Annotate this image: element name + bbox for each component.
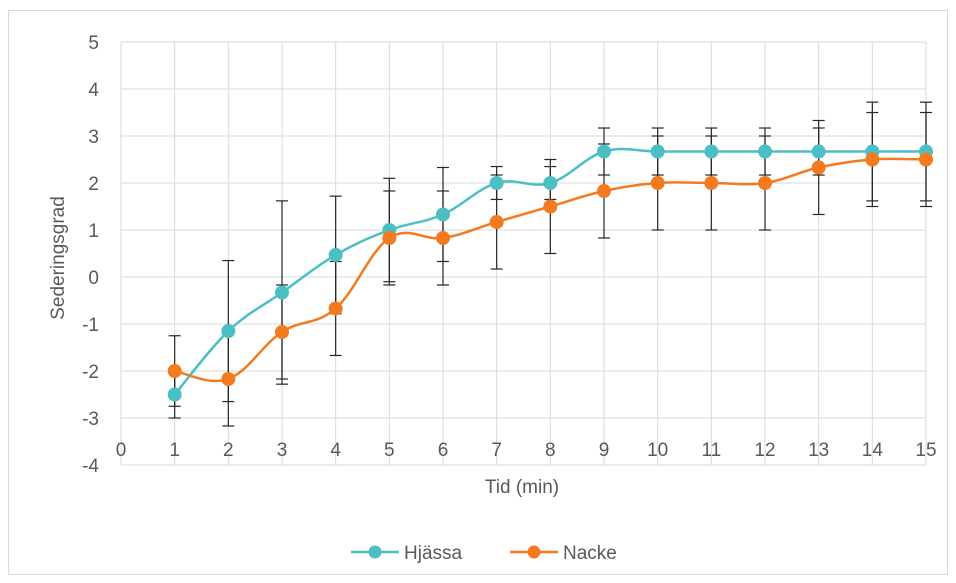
legend-swatch-marker	[527, 545, 541, 559]
series-1-data-point	[436, 230, 450, 245]
x-tick-label: 2	[223, 440, 234, 461]
x-tick-label: 13	[808, 440, 829, 461]
series-line-1	[174, 157, 927, 383]
series-1-data-point	[221, 371, 236, 386]
y-tick-label: 4	[88, 80, 99, 101]
y-tick-label: 2	[88, 174, 99, 195]
series-1-data-point	[382, 230, 397, 245]
y-tick-label: -3	[82, 409, 99, 430]
series-0-data-point	[704, 144, 719, 159]
series-0-data-point	[221, 324, 236, 339]
series-1-data-point	[919, 152, 933, 167]
series-0-data-point	[436, 207, 450, 222]
y-tick-label: 0	[88, 268, 99, 289]
legend: Hjässa Nacke	[351, 543, 617, 564]
x-tick-label: 11	[701, 440, 721, 461]
series-0-data-point	[167, 387, 182, 402]
series-0-data-point	[489, 176, 504, 190]
x-tick-label: 5	[384, 440, 395, 461]
series-0-data-point	[811, 144, 826, 159]
x-tick-label: 10	[647, 440, 668, 461]
x-tick-label: 1	[169, 440, 180, 461]
series-0-data-point	[275, 285, 289, 300]
series-0-data-point	[543, 176, 558, 190]
x-tick-label: 8	[545, 440, 556, 461]
x-tick-label: 7	[491, 440, 502, 461]
y-axis-tick-labels: -4 -3 -2 -1 0 1 2 3 4 5	[82, 33, 99, 477]
series-1-data-point	[704, 176, 719, 190]
x-tick-label: 4	[330, 440, 341, 461]
x-tick-label: 0	[116, 440, 127, 461]
legend-label-hjassa: Hjässa	[404, 543, 463, 564]
x-axis-tick-labels: 0 1 2 3 4 5 6 7 8 9 10 11 12 13 14 15	[116, 440, 937, 461]
legend-item-hjassa: Hjässa	[351, 543, 463, 564]
series-1-data-point	[865, 152, 880, 167]
x-tick-label: 6	[438, 440, 449, 461]
y-tick-label: -1	[82, 315, 99, 336]
legend-label-nacke: Nacke	[563, 543, 617, 564]
series-1-data-point	[811, 160, 826, 175]
x-tick-label: 14	[862, 440, 884, 461]
series-0-data-point	[597, 144, 611, 159]
x-tick-label: 12	[754, 440, 775, 461]
series-1-data-point	[275, 324, 289, 339]
x-axis-title: Tid (min)	[485, 477, 559, 498]
legend-item-nacke: Nacke	[510, 543, 617, 564]
series-1-data-point	[650, 176, 665, 190]
series-1-data-point	[328, 301, 343, 316]
legend-swatch-marker	[368, 545, 382, 559]
x-tick-label: 3	[277, 440, 288, 461]
y-tick-label: 1	[88, 221, 99, 242]
y-tick-label: 5	[88, 33, 99, 54]
series-0-data-point	[758, 144, 772, 159]
y-tick-label: -2	[82, 362, 99, 383]
y-tick-label: -4	[82, 456, 99, 477]
y-tick-label: 3	[88, 127, 99, 148]
series-0-data-point	[328, 247, 343, 262]
series-1-data-point	[543, 199, 558, 214]
series-markers	[167, 144, 933, 402]
series-1-data-point	[758, 176, 772, 190]
series-1-data-point	[597, 183, 611, 198]
y-axis-title: Sederingsgrad	[48, 196, 69, 320]
x-tick-label: 9	[599, 440, 610, 461]
x-tick-label: 15	[915, 440, 936, 461]
series-1-data-point	[489, 215, 504, 230]
gridlines	[120, 41, 927, 466]
series-1-data-point	[167, 364, 182, 378]
series-0-data-point	[650, 144, 665, 159]
chart-frame	[8, 10, 948, 575]
